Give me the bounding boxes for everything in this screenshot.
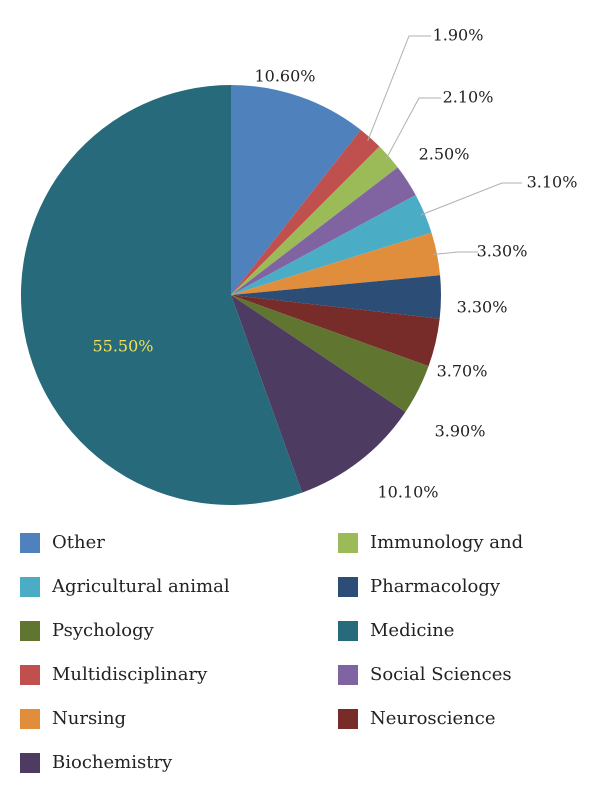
- leader-line: [385, 97, 441, 160]
- leader-line: [432, 251, 478, 255]
- data-label: 1.90%: [433, 26, 484, 45]
- legend-label: Immunology and: [370, 532, 524, 553]
- pie-slice-social-sciences: [231, 167, 416, 295]
- leader-line: [420, 182, 522, 216]
- leader-line: [367, 35, 431, 142]
- pie-slice-immunology-and: [231, 146, 398, 295]
- legend-swatch: [338, 708, 358, 729]
- pie-slice-multidisciplinary: [231, 129, 380, 295]
- legend-label: Nursing: [52, 708, 127, 729]
- legend-item: Pharmacology: [338, 576, 500, 597]
- legend-swatch: [20, 708, 40, 729]
- data-label: 3.30%: [477, 242, 528, 261]
- legend-item: Other: [20, 532, 105, 553]
- legend-swatch: [338, 664, 358, 685]
- pie-slice-medicine: [20, 85, 303, 506]
- pie-slice-other: [231, 85, 361, 295]
- data-label: 3.90%: [435, 422, 486, 441]
- data-label: 10.60%: [254, 67, 315, 86]
- legend-label: Other: [52, 532, 105, 553]
- legend-item: Multidisciplinary: [20, 664, 207, 685]
- legend-item: Medicine: [338, 620, 454, 641]
- legend-swatch: [20, 664, 40, 685]
- legend-swatch: [20, 752, 40, 773]
- legend-item: Social Sciences: [338, 664, 512, 685]
- data-label: 2.10%: [443, 88, 494, 107]
- pie-slice-agricultural-animal: [231, 194, 432, 295]
- legend-label: Social Sciences: [370, 664, 512, 685]
- legend-label: Biochemistry: [52, 752, 173, 773]
- legend-swatch: [20, 532, 40, 553]
- legend-label: Agricultural animal: [52, 576, 230, 597]
- data-label: 10.10%: [377, 483, 438, 502]
- legend-swatch: [20, 620, 40, 641]
- pie-slice-biochemistry: [231, 295, 406, 493]
- legend-label: Pharmacology: [370, 576, 501, 597]
- pie-slice-nursing: [231, 232, 441, 295]
- legend-item: Biochemistry: [20, 752, 172, 773]
- legend-swatch: [338, 576, 358, 597]
- data-label: 3.10%: [527, 173, 578, 192]
- legend-swatch: [338, 532, 358, 553]
- legend-item: Immunology and: [338, 532, 523, 553]
- legend-label: Multidisciplinary: [52, 664, 208, 685]
- legend-label: Medicine: [370, 620, 455, 641]
- data-label: 2.50%: [419, 145, 470, 164]
- data-label: 55.50%: [92, 337, 153, 356]
- legend-item: Neuroscience: [338, 708, 496, 729]
- legend-item: Psychology: [20, 620, 154, 641]
- legend-label: Neuroscience: [370, 708, 496, 729]
- legend-item: Nursing: [20, 708, 126, 729]
- pie-slice-psychology: [231, 295, 429, 412]
- pie-chart: 10.60% 1.90% 2.10% 2.50% 3.10% 3.30% 3.30% 3.70…: [20, 26, 578, 506]
- data-label: 3.70%: [437, 362, 488, 381]
- legend-item: Agricultural animal: [20, 576, 230, 597]
- data-label: 3.30%: [457, 298, 508, 317]
- legend-label: Psychology: [52, 620, 154, 641]
- legend-swatch: [338, 620, 358, 641]
- pie-slice-neuroscience: [231, 295, 440, 367]
- legend-swatch: [20, 576, 40, 597]
- pie-slice-pharmacology: [231, 275, 442, 319]
